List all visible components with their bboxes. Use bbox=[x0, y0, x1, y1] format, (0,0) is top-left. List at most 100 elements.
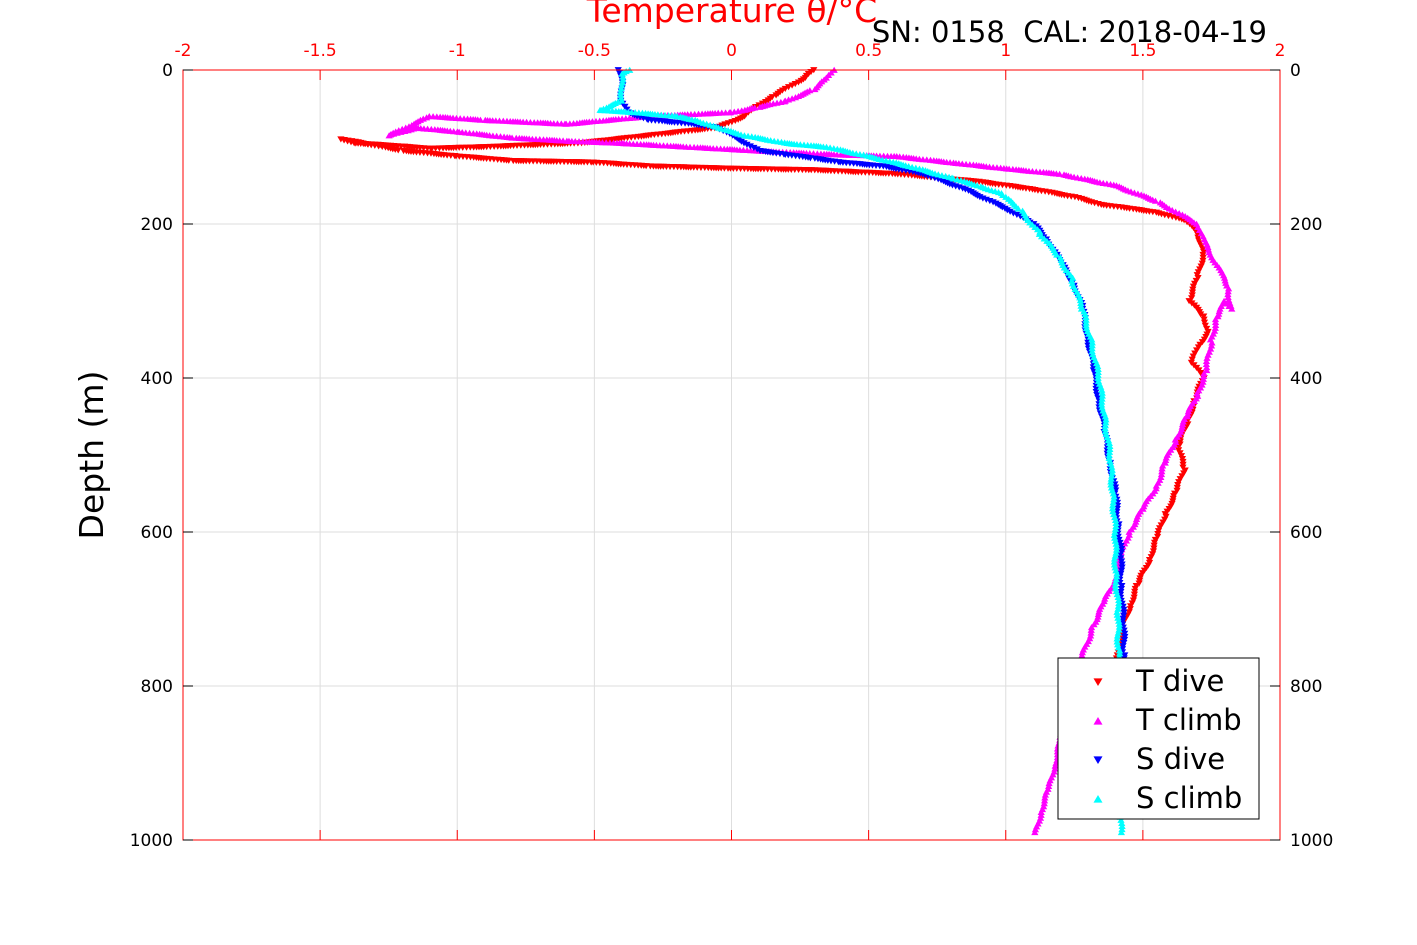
data-point bbox=[1118, 819, 1126, 826]
data-point bbox=[1125, 609, 1133, 616]
data-point bbox=[1118, 549, 1126, 556]
data-point bbox=[1208, 339, 1216, 346]
data-point bbox=[1093, 392, 1101, 399]
legend-marker bbox=[1093, 716, 1103, 725]
data-point bbox=[1181, 213, 1189, 220]
data-point bbox=[762, 99, 770, 106]
data-point bbox=[743, 141, 751, 148]
legend-marker bbox=[1093, 756, 1103, 765]
data-point bbox=[1118, 646, 1127, 653]
data-point bbox=[746, 143, 754, 150]
x-tick-label: -1.5 bbox=[304, 41, 337, 61]
data-point bbox=[1188, 356, 1196, 363]
data-point bbox=[1118, 564, 1126, 571]
data-point bbox=[1115, 536, 1123, 543]
data-point bbox=[1191, 350, 1199, 357]
data-point bbox=[750, 144, 758, 152]
data-point bbox=[788, 82, 796, 89]
y-tick-label-right: 200 bbox=[1290, 215, 1322, 235]
y-tick-label-left: 1000 bbox=[130, 831, 173, 851]
x-tick-label: 2 bbox=[1275, 41, 1286, 61]
legend-label: S dive bbox=[1136, 742, 1225, 776]
data-point bbox=[1121, 652, 1129, 659]
data-point bbox=[791, 80, 799, 88]
data-point bbox=[1117, 829, 1126, 836]
data-point bbox=[1120, 636, 1129, 644]
data-point bbox=[1118, 825, 1126, 833]
data-point bbox=[1116, 539, 1124, 547]
data-point bbox=[1205, 348, 1213, 355]
data-point bbox=[1117, 570, 1125, 577]
data-point bbox=[772, 92, 780, 99]
data-point bbox=[797, 77, 805, 85]
data-point bbox=[1121, 633, 1129, 640]
data-point bbox=[1172, 208, 1180, 215]
data-point bbox=[476, 116, 485, 123]
data-point bbox=[1203, 363, 1211, 371]
data-point bbox=[1092, 388, 1100, 396]
y-tick-label-right: 600 bbox=[1290, 523, 1322, 543]
data-point bbox=[1120, 640, 1128, 647]
data-point bbox=[751, 104, 759, 111]
x-tick-label: 1 bbox=[1000, 41, 1011, 61]
data-point bbox=[1056, 254, 1064, 261]
y-tick-label-left: 400 bbox=[141, 369, 173, 389]
legend-marker bbox=[1093, 678, 1103, 687]
data-point bbox=[1175, 209, 1183, 217]
data-point bbox=[1117, 546, 1126, 553]
legend: T dive T climb S dive S climb bbox=[1057, 657, 1260, 820]
data-point bbox=[1117, 816, 1125, 823]
data-point bbox=[1094, 395, 1102, 402]
data-point bbox=[1002, 193, 1010, 200]
data-point bbox=[1003, 207, 1011, 214]
data-point bbox=[1118, 822, 1126, 830]
data-point bbox=[753, 146, 761, 153]
data-point bbox=[1118, 561, 1126, 568]
data-point bbox=[1117, 555, 1125, 562]
data-point bbox=[794, 79, 803, 86]
data-point bbox=[1203, 354, 1211, 361]
x-tick-label: -2 bbox=[175, 41, 192, 61]
data-point bbox=[1199, 233, 1207, 240]
data-point bbox=[784, 84, 793, 91]
data-point bbox=[1119, 643, 1127, 650]
data-point bbox=[1201, 322, 1209, 329]
data-point bbox=[1204, 351, 1212, 358]
series-s-climb bbox=[596, 66, 1126, 836]
data-point bbox=[740, 140, 748, 147]
x-tick-label: -0.5 bbox=[578, 41, 611, 61]
data-point bbox=[1013, 211, 1021, 218]
data-point bbox=[1200, 313, 1208, 320]
data-point bbox=[1200, 319, 1209, 326]
data-point bbox=[1009, 210, 1017, 217]
y-tick-label-right: 800 bbox=[1290, 677, 1322, 697]
data-point bbox=[617, 94, 625, 101]
y-tick-label-left: 600 bbox=[141, 523, 173, 543]
data-point bbox=[1200, 316, 1208, 323]
data-point bbox=[1168, 206, 1176, 214]
legend-marker bbox=[1093, 794, 1103, 803]
data-point bbox=[1092, 385, 1100, 393]
data-point bbox=[1202, 357, 1211, 364]
data-point bbox=[617, 91, 625, 98]
data-point bbox=[1207, 345, 1215, 352]
data-point bbox=[1018, 207, 1027, 214]
data-point bbox=[617, 85, 625, 92]
calibration-annotation: SN: 0158 CAL: 2018-04-19 bbox=[872, 15, 1267, 49]
data-point bbox=[1195, 226, 1204, 234]
y-tick-label-right: 400 bbox=[1290, 369, 1322, 389]
data-point bbox=[1202, 360, 1211, 368]
data-point bbox=[1111, 484, 1120, 491]
data-point bbox=[1117, 558, 1126, 565]
data-point bbox=[615, 70, 624, 77]
y-tick-label-right: 1000 bbox=[1290, 831, 1333, 851]
data-point bbox=[1121, 630, 1129, 637]
data-point bbox=[1006, 208, 1014, 215]
x-tick-label: 1.5 bbox=[1129, 41, 1156, 61]
legend-box bbox=[1057, 657, 1260, 820]
data-point bbox=[1200, 236, 1209, 243]
data-point bbox=[1117, 542, 1125, 550]
series-t-dive bbox=[337, 67, 1212, 674]
